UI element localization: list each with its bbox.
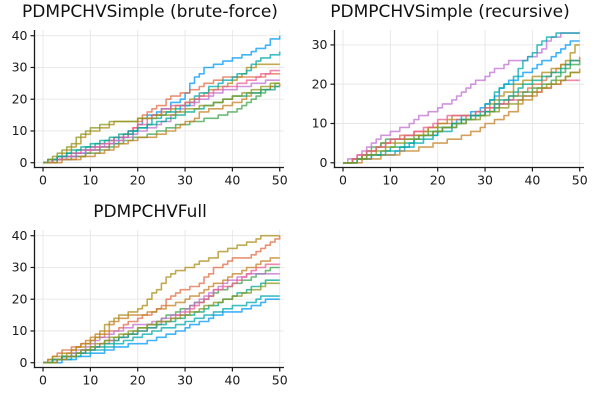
step-line-trajectory-4 (343, 32, 580, 164)
step-line-trajectory-6 (43, 295, 280, 364)
y-tick-label: 10 (12, 323, 28, 338)
subplot-simple-recursive: 0 10 20 30 40 50 0 10 20 30 (300, 0, 600, 200)
chart-title-simple-recursive: PDMPCHVSimple (recursive) (330, 2, 570, 22)
step-line-trajectory-6 (343, 32, 580, 164)
x-tick-label: 10 (382, 173, 398, 188)
y-tick-label: 0 (20, 155, 28, 170)
step-line-trajectory-4 (43, 273, 280, 364)
x-tick-label: 0 (39, 173, 47, 188)
x-tick-label: 30 (477, 173, 493, 188)
x-tick-label: 30 (177, 373, 193, 388)
step-line-trajectory-10 (43, 82, 280, 164)
step-line-trajectory-7 (43, 69, 280, 164)
x-tick-label: 40 (224, 373, 240, 388)
chart-title-simple-brute-force: PDMPCHVSimple (brute-force) (22, 2, 278, 22)
subplot-full: 0 10 20 30 40 50 0 10 20 30 40 (0, 200, 300, 400)
x-tick-label: 20 (130, 373, 146, 388)
chart-title-full: PDMPCHVFull (93, 202, 207, 222)
y-tick-label: 20 (312, 76, 328, 91)
x-tick-label: 30 (177, 173, 193, 188)
step-line-trajectory-1 (43, 298, 280, 364)
y-tick-label: 0 (20, 355, 28, 370)
y-tick-label: 40 (12, 228, 28, 243)
y-tick-label: 10 (12, 123, 28, 138)
step-line-trajectory-5 (343, 44, 580, 164)
y-tick-label: 0 (320, 155, 328, 170)
x-tick-label: 50 (272, 373, 288, 388)
x-tick-label: 20 (430, 173, 446, 188)
step-line-trajectory-1 (343, 40, 580, 164)
y-tick-label: 30 (12, 60, 28, 75)
y-tick-label: 20 (12, 91, 28, 106)
chart-canvas: 0 10 20 30 40 50 0 10 20 30 40 (12, 28, 288, 188)
x-tick-label: 0 (339, 173, 347, 188)
x-tick-label: 50 (572, 173, 588, 188)
step-line-trajectory-10 (43, 282, 280, 364)
step-line-trajectory-8 (43, 257, 280, 364)
y-tick-label: 30 (12, 260, 28, 275)
x-tick-label: 20 (130, 173, 146, 188)
step-line-trajectory-7 (43, 263, 280, 364)
y-tick-label: 40 (12, 28, 28, 43)
y-tick-label: 20 (12, 291, 28, 306)
y-tick-label: 10 (312, 116, 328, 131)
step-line-trajectory-9 (343, 59, 580, 164)
x-tick-label: 10 (82, 173, 98, 188)
chart-canvas: 0 10 20 30 40 50 0 10 20 30 40 (12, 228, 288, 388)
x-tick-label: 40 (224, 173, 240, 188)
step-line-trajectory-10 (343, 71, 580, 164)
x-tick-label: 50 (272, 173, 288, 188)
x-tick-label: 0 (39, 373, 47, 388)
step-line-trajectory-3 (43, 266, 280, 364)
step-line-trajectory-6 (43, 51, 281, 164)
chart-canvas: 0 10 20 30 40 50 0 10 20 30 (312, 30, 588, 188)
step-line-trajectory-5 (43, 234, 280, 364)
x-tick-label: 40 (524, 173, 540, 188)
y-tick-label: 30 (312, 37, 328, 52)
subplot-simple-brute-force: 0 10 20 30 40 50 0 10 20 30 40 (0, 0, 300, 200)
x-tick-label: 10 (82, 373, 98, 388)
